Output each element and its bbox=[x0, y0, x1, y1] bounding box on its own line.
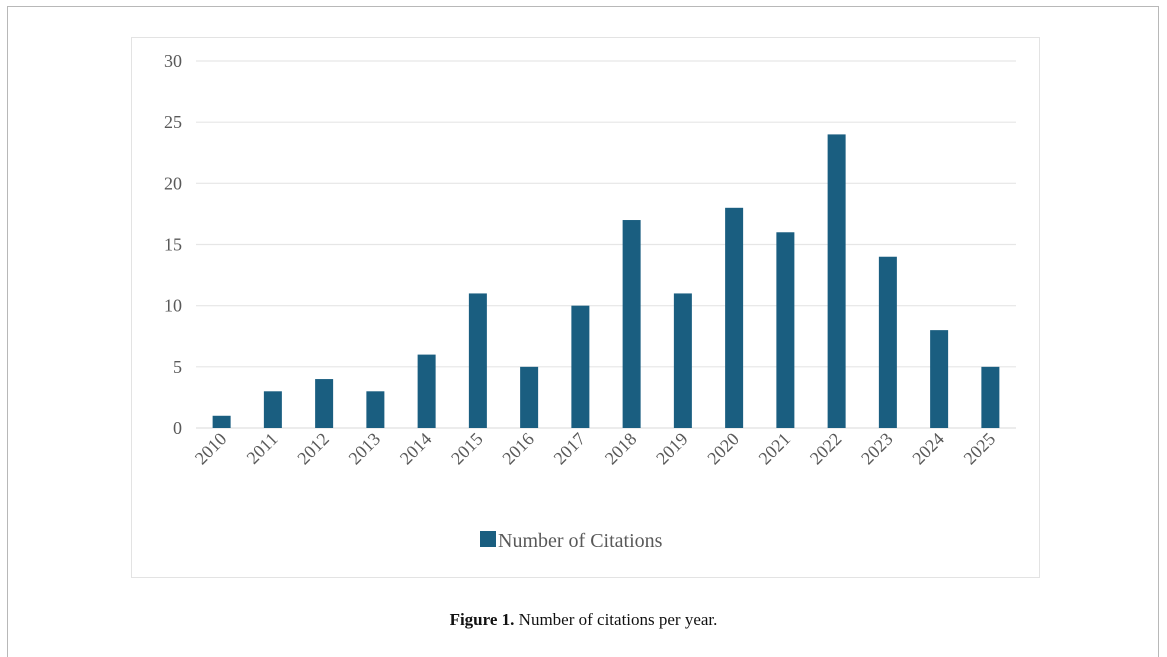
x-tick-label: 2020 bbox=[703, 429, 743, 469]
figure-frame bbox=[7, 6, 1159, 657]
bar bbox=[212, 415, 231, 428]
bar bbox=[878, 256, 897, 428]
legend: Number of Citations bbox=[480, 530, 663, 552]
bar bbox=[571, 305, 590, 428]
x-tick-label: 2023 bbox=[857, 429, 897, 469]
bar bbox=[673, 293, 692, 428]
bar bbox=[776, 232, 795, 428]
legend-swatch bbox=[480, 531, 496, 547]
y-tick-label: 25 bbox=[164, 112, 182, 132]
bar bbox=[827, 134, 846, 428]
caption-text: Number of citations per year. bbox=[518, 610, 718, 629]
bar bbox=[417, 354, 436, 428]
x-tick-label: 2018 bbox=[601, 429, 641, 469]
x-tick-label: 2012 bbox=[293, 429, 333, 469]
bar bbox=[263, 391, 282, 428]
bar bbox=[315, 379, 334, 428]
x-tick-label: 2011 bbox=[243, 429, 282, 468]
figure-caption: Figure 1. Number of citations per year. bbox=[0, 610, 1167, 630]
x-tick-label: 2022 bbox=[806, 429, 846, 469]
bars bbox=[212, 134, 1000, 428]
y-tick-label: 10 bbox=[164, 296, 182, 316]
x-tick-label: 2017 bbox=[550, 429, 590, 469]
bar bbox=[981, 366, 1000, 428]
x-tick-label: 2010 bbox=[191, 429, 231, 469]
y-tick-label: 30 bbox=[164, 51, 182, 71]
y-tick-label: 0 bbox=[173, 418, 182, 438]
x-tick-label: 2021 bbox=[755, 429, 795, 469]
bar bbox=[930, 330, 949, 428]
bar bbox=[520, 366, 539, 428]
y-tick-label: 15 bbox=[164, 235, 182, 255]
x-tick-label: 2013 bbox=[345, 429, 385, 469]
chart-area bbox=[131, 37, 1040, 578]
x-axis-ticks: 2010 2011 2012 2013 2014 2015 2016 2017 2018 2019… bbox=[191, 429, 999, 469]
y-tick-label: 20 bbox=[164, 173, 182, 193]
x-tick-label: 2019 bbox=[652, 429, 692, 469]
x-tick-label: 2025 bbox=[960, 429, 1000, 469]
x-tick-label: 2016 bbox=[498, 429, 538, 469]
y-tick-label: 5 bbox=[173, 357, 182, 377]
bar bbox=[622, 220, 641, 428]
legend-label: Number of Citations bbox=[498, 530, 663, 552]
x-tick-label: 2024 bbox=[908, 429, 948, 469]
bar bbox=[468, 293, 487, 428]
bar bbox=[366, 391, 385, 428]
bar bbox=[725, 207, 744, 428]
x-tick-label: 2014 bbox=[396, 429, 436, 469]
caption-label: Figure 1. bbox=[449, 610, 515, 629]
y-axis-ticks: 0 5 10 15 20 25 30 bbox=[164, 51, 182, 438]
x-tick-label: 2015 bbox=[447, 429, 487, 469]
